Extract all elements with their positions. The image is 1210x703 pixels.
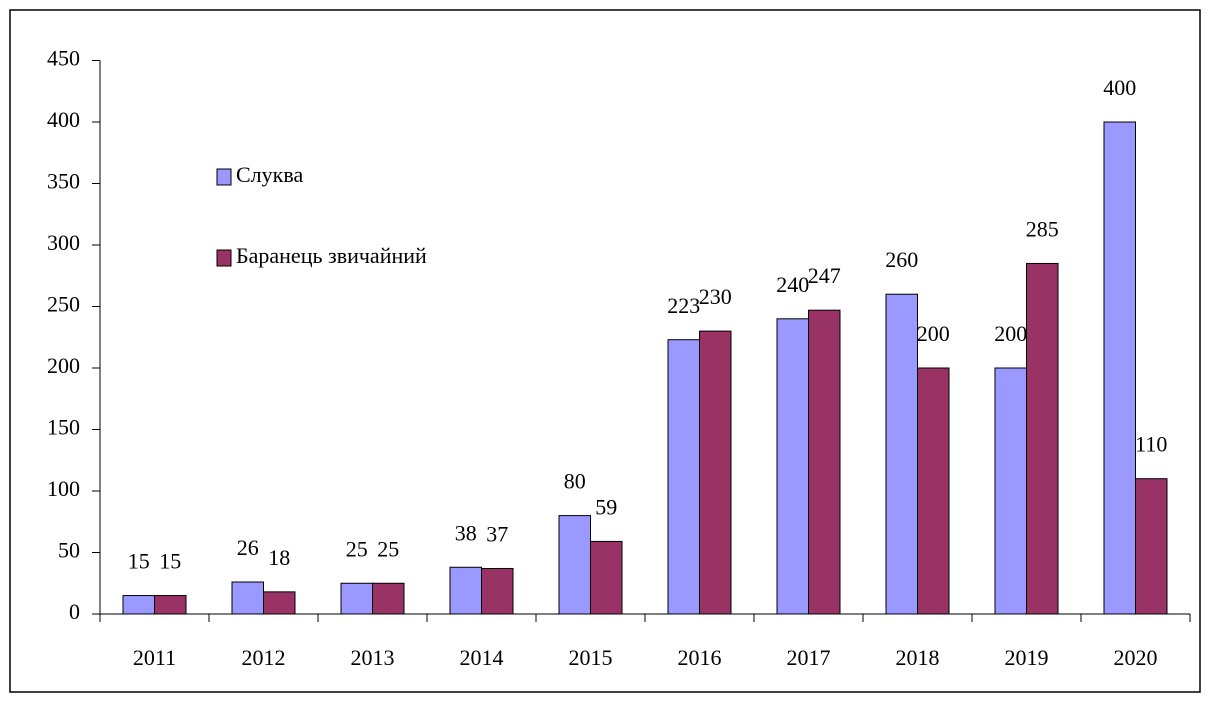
data-label: 230 xyxy=(699,284,732,309)
data-label: 200 xyxy=(917,321,950,346)
data-label: 247 xyxy=(808,263,841,288)
data-label: 240 xyxy=(776,272,809,297)
x-tick-label: 2014 xyxy=(460,645,504,670)
data-label: 26 xyxy=(237,535,259,560)
bar xyxy=(808,309,841,615)
bar xyxy=(885,293,918,615)
y-tick-label: 150 xyxy=(47,415,80,440)
bar xyxy=(994,367,1027,615)
bar xyxy=(558,515,591,615)
data-label: 18 xyxy=(268,545,290,570)
data-label: 59 xyxy=(595,494,617,519)
data-label: 25 xyxy=(377,536,399,561)
x-tick-label: 2015 xyxy=(569,645,613,670)
data-label: 25 xyxy=(346,536,368,561)
x-tick-label: 2018 xyxy=(896,645,940,670)
bar xyxy=(917,367,950,615)
bar xyxy=(699,330,732,615)
y-tick-label: 50 xyxy=(58,538,80,563)
bar xyxy=(1103,121,1136,615)
x-tick-label: 2020 xyxy=(1114,645,1158,670)
bar xyxy=(372,582,405,615)
legend-swatch xyxy=(216,168,232,186)
y-tick-label: 400 xyxy=(47,107,80,132)
legend-label: Слуква xyxy=(236,162,303,187)
data-label: 37 xyxy=(486,522,508,547)
data-label: 15 xyxy=(128,549,150,574)
x-tick-label: 2011 xyxy=(133,645,176,670)
data-label: 223 xyxy=(667,293,700,318)
bar xyxy=(449,566,482,615)
legend-label: Баранець звичайний xyxy=(236,243,427,268)
data-label: 200 xyxy=(994,321,1027,346)
data-label: 400 xyxy=(1103,75,1136,100)
bar xyxy=(263,591,296,615)
x-tick-label: 2012 xyxy=(242,645,286,670)
y-tick-label: 250 xyxy=(47,292,80,317)
bar xyxy=(154,595,187,615)
y-tick-label: 200 xyxy=(47,353,80,378)
data-label: 80 xyxy=(564,469,586,494)
bar xyxy=(122,595,155,615)
bar xyxy=(231,581,264,615)
legend-swatch xyxy=(216,249,232,267)
y-tick-label: 450 xyxy=(47,46,80,71)
data-label: 110 xyxy=(1135,432,1167,457)
data-label: 15 xyxy=(159,549,181,574)
bar xyxy=(1135,478,1168,615)
bar xyxy=(590,540,623,615)
bar xyxy=(667,339,700,615)
y-tick-label: 300 xyxy=(47,230,80,255)
x-tick-label: 2016 xyxy=(678,645,722,670)
x-tick-label: 2013 xyxy=(351,645,395,670)
bar xyxy=(481,567,514,615)
data-label: 285 xyxy=(1026,216,1059,241)
data-label: 260 xyxy=(885,247,918,272)
bar xyxy=(340,582,373,615)
bar xyxy=(776,318,809,615)
data-label: 38 xyxy=(455,520,477,545)
y-tick-label: 350 xyxy=(47,169,80,194)
y-tick-label: 0 xyxy=(69,599,80,624)
bar xyxy=(1026,262,1059,615)
x-tick-label: 2019 xyxy=(1005,645,1049,670)
x-tick-label: 2017 xyxy=(787,645,831,670)
y-tick-label: 100 xyxy=(47,476,80,501)
